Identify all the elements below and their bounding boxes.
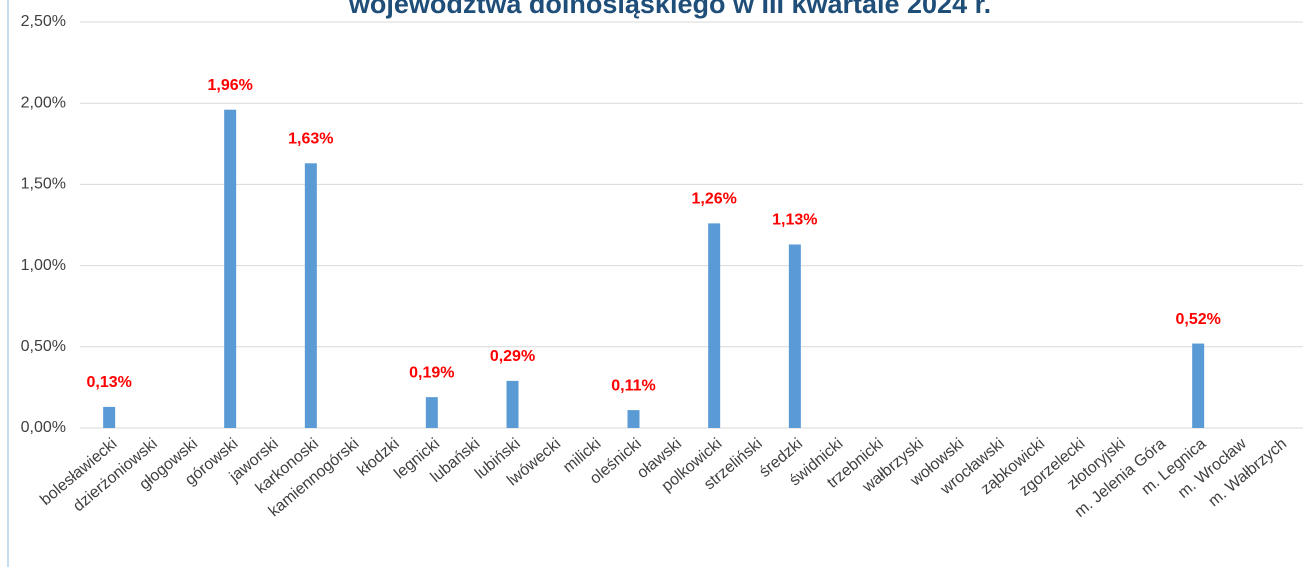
bar [627, 410, 640, 428]
data-label: 0,13% [86, 374, 131, 391]
bar [103, 406, 116, 428]
data-label: 0,52% [1175, 311, 1220, 328]
y-tick-label: 0,00% [21, 419, 66, 436]
y-tick-label: 2,00% [21, 94, 66, 111]
bar [224, 109, 237, 429]
y-tick-label: 1,00% [21, 257, 66, 274]
data-label: 1,26% [691, 191, 736, 208]
bar [304, 163, 317, 428]
bar [788, 244, 801, 428]
y-tick-label: 0,50% [21, 338, 66, 355]
data-label: 0,11% [611, 377, 655, 394]
data-label: 0,19% [409, 364, 454, 381]
data-label: 1,63% [288, 131, 333, 148]
bar [506, 380, 519, 428]
data-label: 1,13% [772, 212, 817, 229]
y-tick-label: 2,50% [21, 13, 66, 30]
bar [425, 397, 438, 428]
y-tick-label: 1,50% [21, 176, 66, 193]
bar [1192, 343, 1205, 428]
chart-title: województwa dolnośląskiego w III kwartal… [348, 0, 991, 19]
data-label: 1,96% [207, 77, 252, 94]
bar [708, 223, 721, 428]
data-label: 0,29% [490, 348, 535, 365]
